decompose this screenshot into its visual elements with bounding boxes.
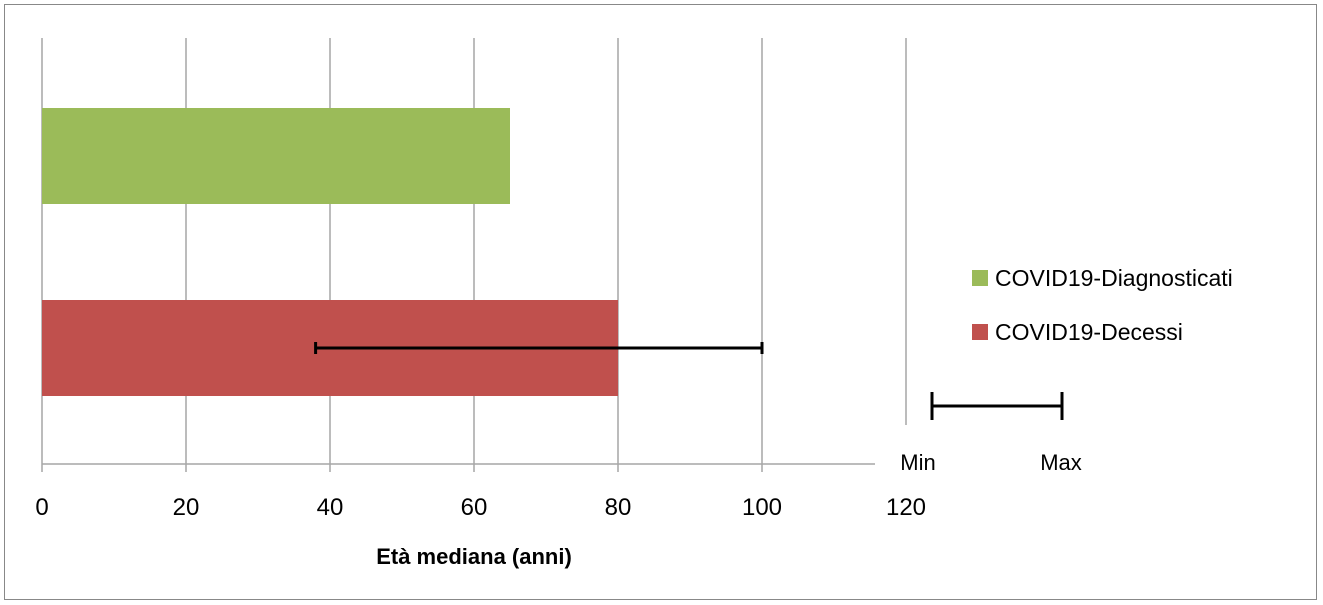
legend: COVID19-Diagnosticati COVID19-Decessi [972,265,1233,345]
x-tick-label: 0 [35,494,48,521]
x-axis [41,463,875,472]
chart-frame [4,4,1317,600]
bar-diagnosticati [42,108,510,204]
min-max-key: Min Max [900,392,1082,475]
legend-label: COVID19-Diagnosticati [995,265,1233,291]
legend-swatch [972,324,988,340]
gridlines [41,38,907,464]
key-max-label: Max [1040,450,1082,475]
x-tick-label: 120 [886,494,926,521]
x-tick-label: 80 [605,494,632,521]
legend-label: COVID19-Decessi [995,319,1183,345]
x-tick-label: 20 [173,494,200,521]
legend-swatch [972,270,988,286]
x-tick-label: 40 [317,494,344,521]
key-min-label: Min [900,450,935,475]
x-tick-label: 60 [461,494,488,521]
x-tick-labels: 0 20 40 60 80 100 120 [35,494,926,521]
x-tick-label: 100 [742,494,782,521]
error-bars [314,342,764,354]
x-axis-title: Età mediana (anni) [376,544,572,569]
